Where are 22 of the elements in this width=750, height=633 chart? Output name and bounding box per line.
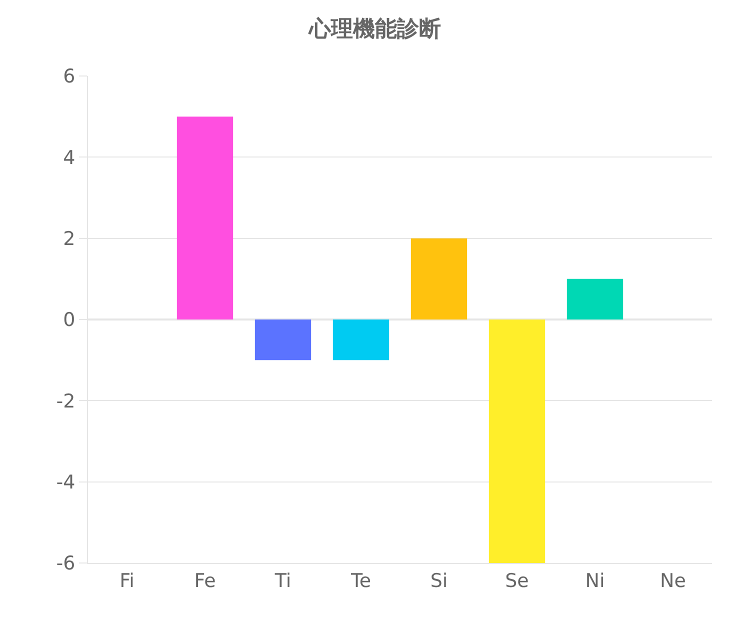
y-tick-label: 2 bbox=[63, 228, 76, 250]
x-tick-label: Ti bbox=[274, 570, 292, 592]
x-tick-label: Si bbox=[430, 570, 448, 592]
bar bbox=[254, 320, 312, 360]
chart-title: 心理機能診断 bbox=[308, 16, 441, 42]
bar bbox=[488, 320, 546, 563]
y-tick-label: 0 bbox=[63, 309, 76, 332]
x-tick-label: Te bbox=[350, 570, 372, 592]
y-tick-label: -6 bbox=[56, 552, 76, 575]
y-tick-label: 4 bbox=[63, 146, 76, 169]
x-tick-label: Fe bbox=[194, 570, 216, 592]
x-tick-label: Se bbox=[505, 570, 529, 592]
x-tick-label: Fi bbox=[120, 570, 134, 592]
bar bbox=[410, 238, 468, 320]
x-tick-label: Ni bbox=[585, 570, 605, 592]
y-tick-label: -2 bbox=[56, 390, 76, 412]
x-tick-label: Ne bbox=[660, 570, 686, 592]
y-tick-label: -4 bbox=[56, 471, 76, 494]
bar bbox=[176, 116, 234, 320]
y-tick-label: 6 bbox=[63, 66, 76, 88]
bar bbox=[332, 320, 390, 360]
bar bbox=[566, 278, 624, 320]
